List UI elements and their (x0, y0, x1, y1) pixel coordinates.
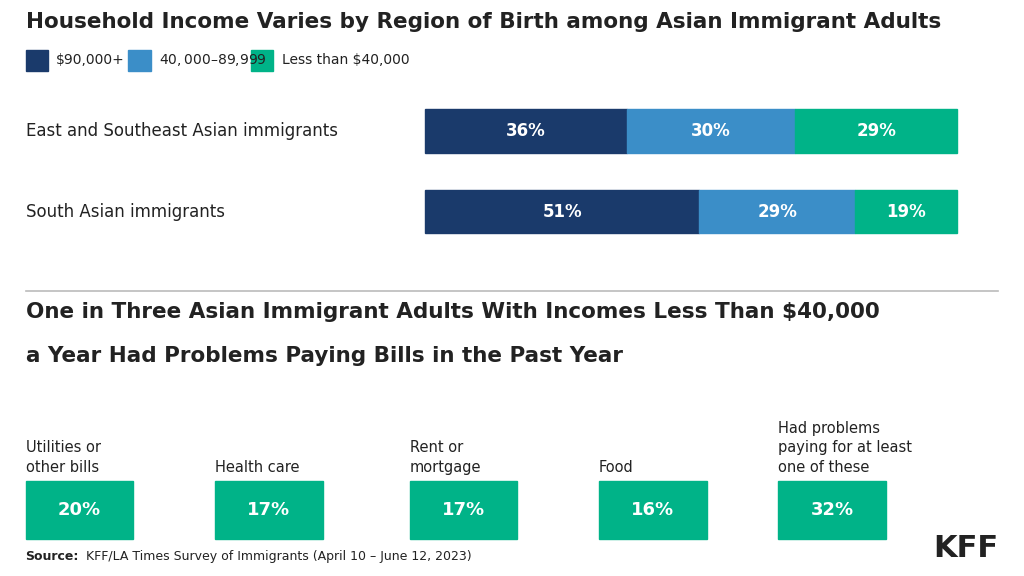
Bar (778, 481, 886, 539)
Text: $40,000–$89,999: $40,000–$89,999 (159, 52, 266, 69)
Text: Household Income Varies by Region of Birth among Asian Immigrant Adults: Household Income Varies by Region of Bir… (26, 12, 941, 32)
Bar (425, 190, 699, 233)
Bar (425, 109, 627, 153)
Bar (215, 481, 323, 539)
Text: 20%: 20% (57, 501, 101, 519)
Bar (410, 481, 517, 539)
Text: Rent or
mortgage: Rent or mortgage (410, 441, 481, 475)
Bar (26, 481, 133, 539)
Text: Utilities or
other bills: Utilities or other bills (26, 441, 100, 475)
Text: One in Three Asian Immigrant Adults With Incomes Less Than $40,000: One in Three Asian Immigrant Adults With… (26, 302, 880, 323)
Text: 30%: 30% (691, 122, 731, 140)
Text: KFF: KFF (933, 535, 998, 563)
Bar (128, 50, 151, 71)
Text: 32%: 32% (810, 501, 854, 519)
Text: KFF/LA Times Survey of Immigrants (April 10 – June 12, 2023): KFF/LA Times Survey of Immigrants (April… (82, 550, 471, 563)
Text: Health care: Health care (215, 460, 300, 475)
Text: 16%: 16% (631, 501, 675, 519)
Bar (627, 109, 795, 153)
Text: Had problems
paying for at least
one of these: Had problems paying for at least one of … (778, 420, 912, 475)
Text: 36%: 36% (506, 122, 546, 140)
Text: South Asian immigrants: South Asian immigrants (26, 203, 224, 221)
Text: East and Southeast Asian immigrants: East and Southeast Asian immigrants (26, 122, 338, 140)
Text: Less than $40,000: Less than $40,000 (282, 54, 410, 67)
Text: a Year Had Problems Paying Bills in the Past Year: a Year Had Problems Paying Bills in the … (26, 346, 623, 366)
Text: $90,000+: $90,000+ (56, 54, 125, 67)
Text: 17%: 17% (247, 501, 291, 519)
Bar (251, 50, 273, 71)
Bar (795, 109, 957, 153)
Text: 29%: 29% (856, 122, 896, 140)
Bar (855, 190, 957, 233)
Text: 51%: 51% (543, 203, 582, 221)
Text: 17%: 17% (441, 501, 485, 519)
Bar (599, 481, 707, 539)
Text: 29%: 29% (758, 203, 798, 221)
Bar (699, 190, 855, 233)
Text: Food: Food (599, 460, 634, 475)
Text: 19%: 19% (887, 203, 927, 221)
Bar (26, 50, 48, 71)
Text: Source:: Source: (26, 550, 79, 563)
